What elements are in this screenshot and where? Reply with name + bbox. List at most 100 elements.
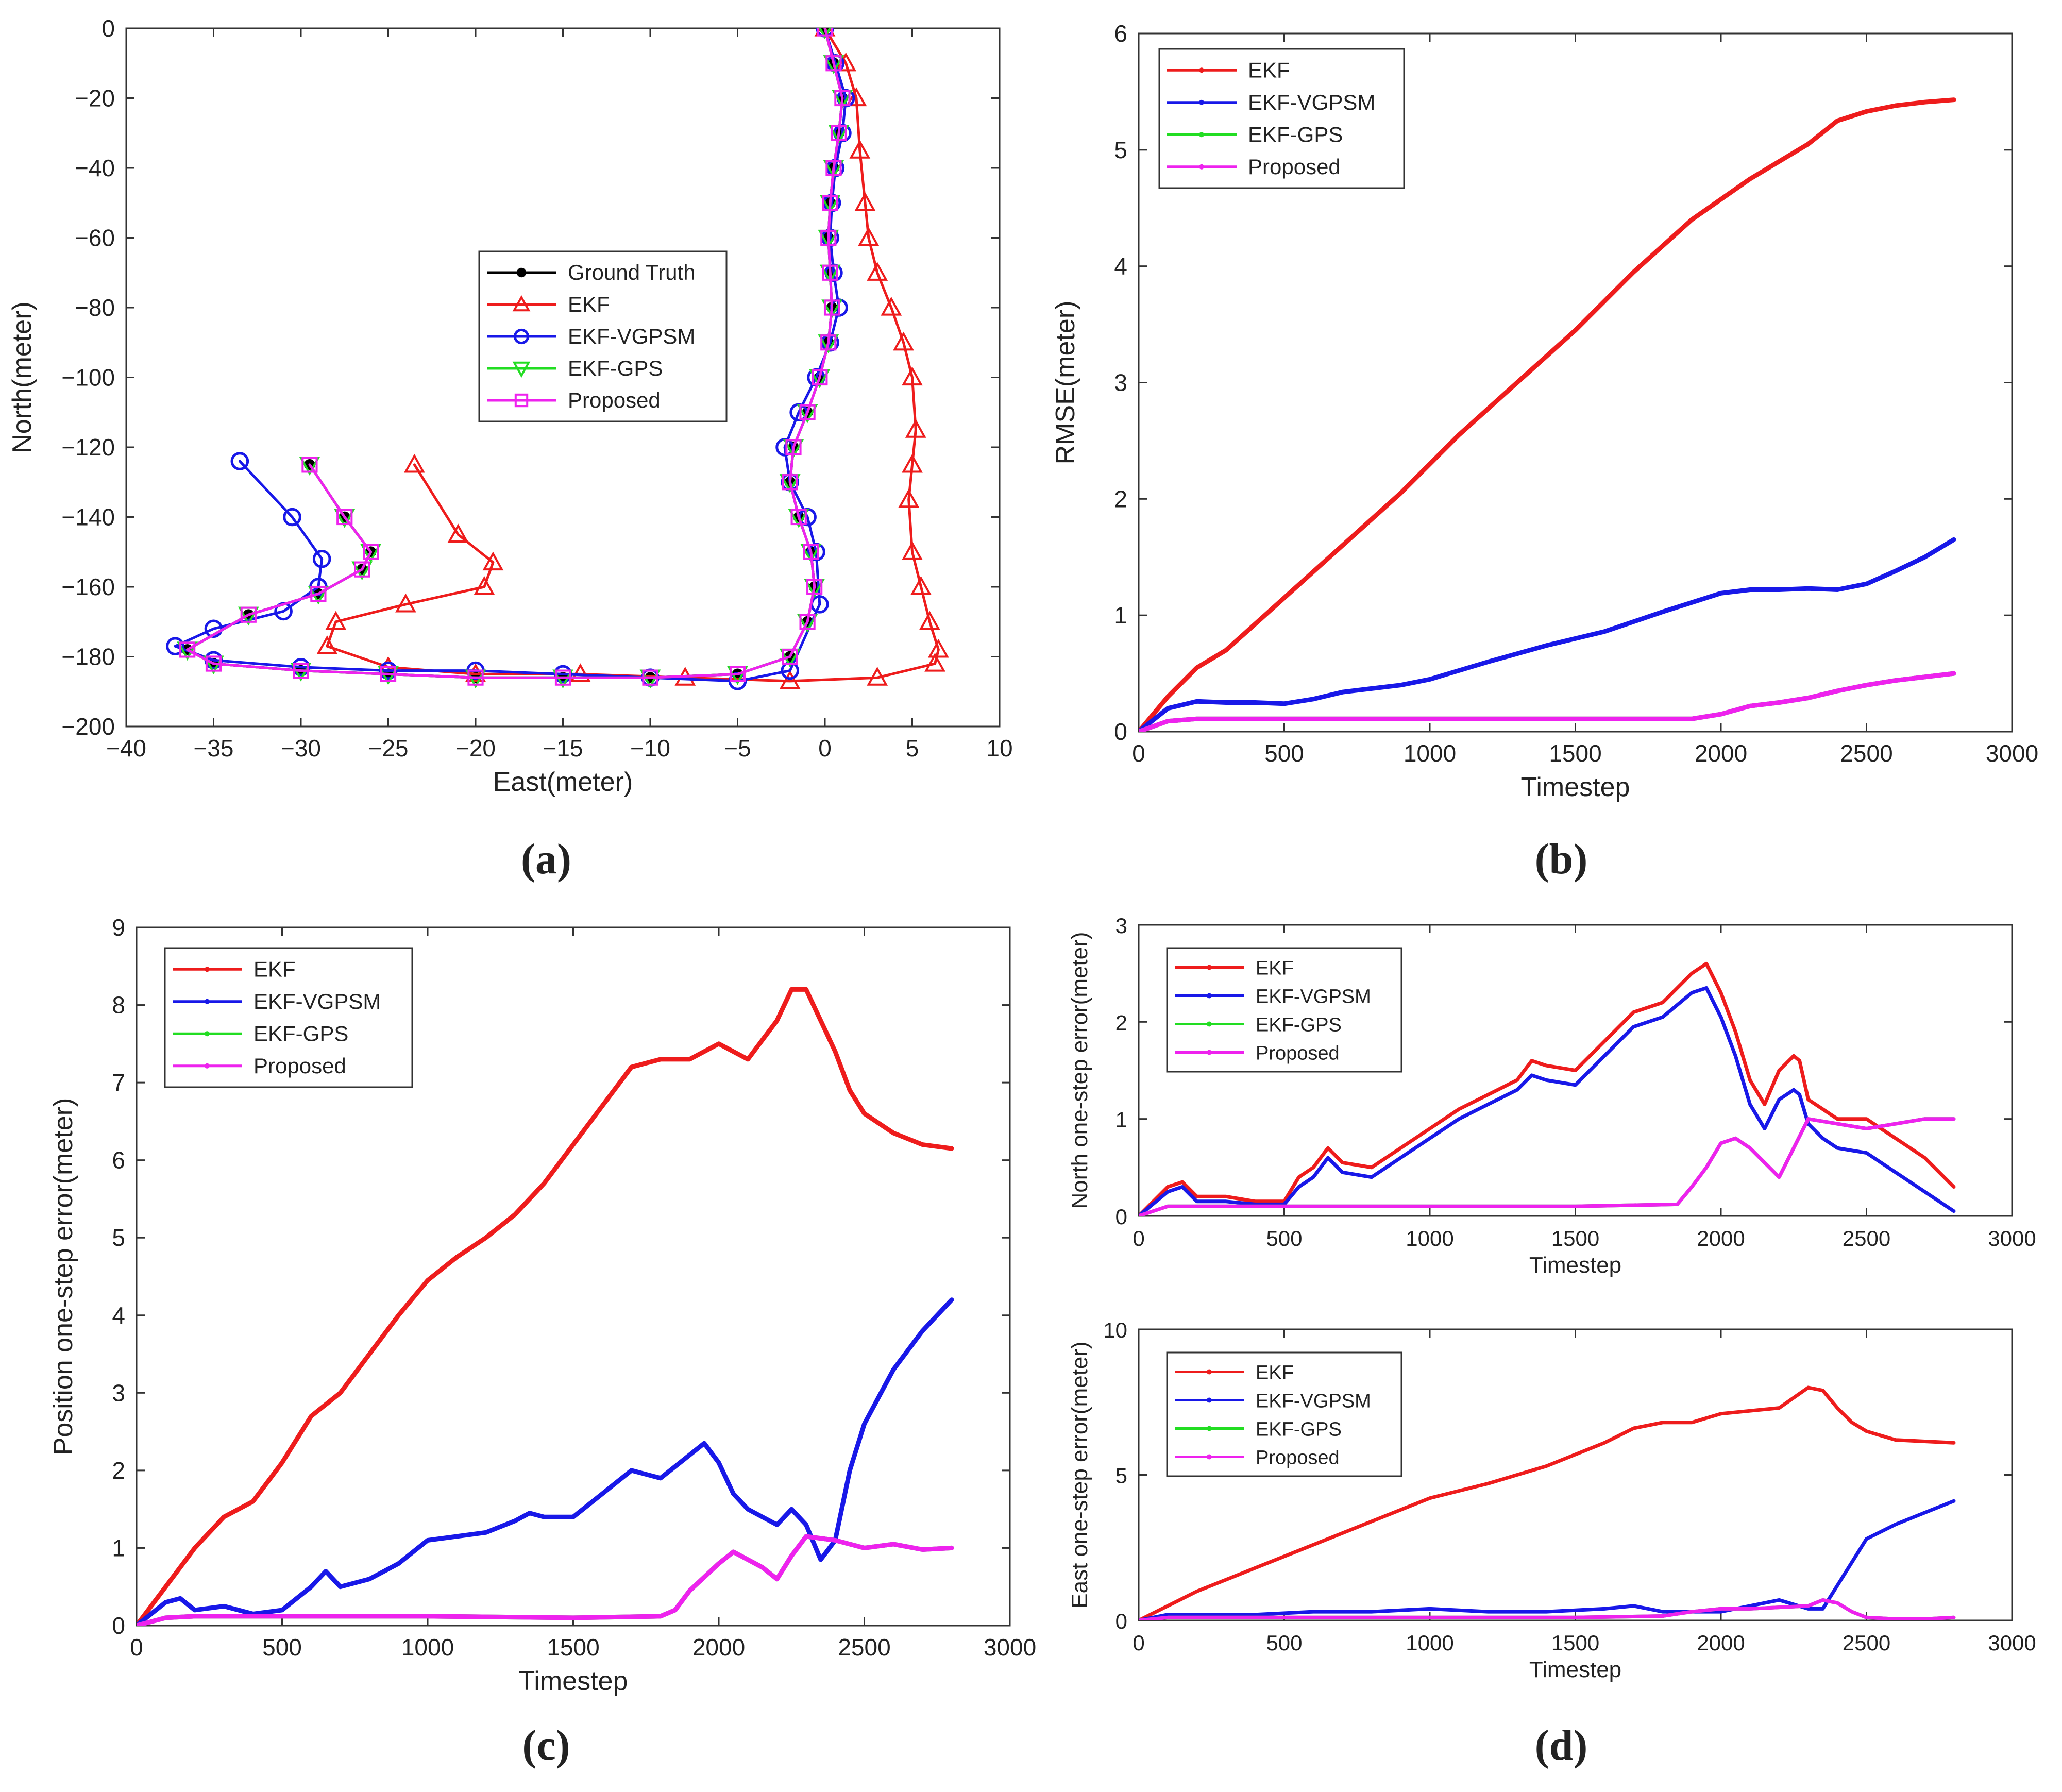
data-point-ekf — [927, 638, 949, 658]
data-point-proposed — [823, 299, 840, 316]
legend-marker — [1207, 1369, 1212, 1375]
x-tick-label: 1500 — [1551, 1226, 1599, 1250]
legend-label: EKF-VGPSM — [1248, 90, 1375, 114]
x-tick-label: 1500 — [1551, 1631, 1599, 1655]
data-point-ekf-vgpsm — [204, 619, 223, 638]
chart-panel-c: 0 500 1000 1500 2000 2500 3000 0 1 2 3 4 5 6 7 8 9 Timest… — [48, 914, 1036, 1769]
y-tick-label: 8 — [112, 992, 125, 1019]
data-point-proposed — [363, 544, 379, 560]
data-point-ekf — [893, 331, 914, 351]
data-point-ekf — [395, 593, 416, 613]
data-point-ekf — [919, 611, 940, 630]
data-point-proposed — [817, 28, 833, 37]
legend-marker — [1207, 1050, 1212, 1055]
data-point-proposed — [336, 509, 353, 526]
x-tick-label: 2000 — [1697, 1631, 1745, 1655]
series-group — [1139, 1385, 1956, 1620]
y-tick-label: 6 — [1114, 20, 1127, 47]
legend-marker — [1199, 164, 1204, 170]
data-point-proposed — [293, 663, 309, 679]
data-point-proposed — [240, 606, 257, 623]
x-tick-label: 3000 — [1986, 740, 2038, 767]
data-point-ekf-vgpsm — [166, 637, 184, 655]
y-tick-label: 9 — [112, 914, 125, 941]
series-line-ekf — [1139, 961, 1956, 1216]
legend-marker — [514, 393, 529, 408]
legend-marker — [1207, 993, 1212, 999]
data-point-proposed — [799, 404, 816, 420]
legend-marker — [512, 295, 531, 312]
x-tick-label: −25 — [368, 735, 408, 762]
x-tick-label: 2500 — [1840, 740, 1892, 767]
data-point-proposed — [825, 160, 842, 176]
x-tick-label: −35 — [193, 735, 233, 762]
y-tick-label: −120 — [61, 434, 115, 461]
data-point-ekf — [474, 576, 495, 595]
data-point-ekf-vgpsm — [230, 452, 249, 470]
data-point-ekf — [854, 192, 876, 211]
data-point-proposed — [825, 55, 842, 72]
legend-marker — [205, 999, 210, 1004]
y-tick-label: 0 — [112, 1612, 125, 1639]
series-line-ekf — [1139, 1385, 1956, 1620]
data-point-proposed — [205, 655, 222, 672]
series-group — [166, 28, 949, 690]
legend-label: Proposed — [1256, 1043, 1340, 1064]
chart-panel-a: −40 −35 −30 −25 −20 −15 −10 −5 0 5 10 0 −20 −40 −60 −80… — [7, 15, 1013, 883]
data-point-ekf — [867, 667, 888, 686]
data-point-proposed — [803, 544, 819, 560]
y-tick-label: 3 — [1115, 914, 1127, 938]
y-tick-label: −180 — [61, 644, 115, 670]
legend-marker — [512, 361, 531, 378]
legend-marker — [516, 267, 527, 278]
y-tick-label: −20 — [75, 85, 115, 112]
series-line-proposed — [1139, 1117, 1956, 1216]
legend-label: Proposed — [253, 1054, 346, 1078]
data-point-proposed — [820, 229, 837, 246]
x-tick-label: −5 — [724, 735, 751, 762]
y-axis-label: North(meter) — [7, 301, 37, 453]
legend-marker — [1207, 1454, 1212, 1460]
data-point-ekf — [482, 551, 504, 571]
data-point-proposed — [380, 666, 397, 682]
x-tick-label: 0 — [130, 1634, 143, 1661]
y-tick-label: 7 — [112, 1069, 125, 1096]
data-point-ekf — [905, 419, 926, 438]
legend-label: EKF — [568, 292, 610, 316]
legend-marker — [1199, 99, 1204, 105]
data-point-proposed — [822, 195, 838, 211]
y-axis-label: East one-step error(meter) — [1067, 1341, 1092, 1608]
data-point-proposed — [467, 669, 484, 686]
data-point-ekf — [902, 366, 923, 386]
panel-caption: (b) — [1535, 835, 1588, 883]
x-tick-label: 1000 — [401, 1634, 454, 1661]
chart-panel-d1: 0 500 1000 1500 2000 2500 3000 0 1 2 3 Timestep Nort… — [1067, 914, 2036, 1278]
x-tick-label: 2500 — [838, 1634, 890, 1661]
series-line-ekf-vgpsm — [1139, 1499, 1956, 1620]
data-point-ekf — [849, 140, 871, 159]
data-point-proposed — [310, 585, 327, 602]
legend-marker — [205, 1031, 210, 1037]
data-point-ekf — [779, 670, 801, 689]
data-point-proposed — [790, 509, 807, 526]
y-tick-label: 3 — [112, 1379, 125, 1406]
series-line-ekf-vgpsm — [1139, 986, 1956, 1216]
series-line-proposed — [1139, 671, 1956, 732]
x-tick-label: 0 — [1132, 740, 1145, 767]
y-tick-label: 3 — [1114, 369, 1127, 396]
data-point-ekf — [867, 262, 888, 281]
y-tick-label: −100 — [61, 364, 115, 391]
data-point-proposed — [354, 561, 370, 578]
x-tick-label: −15 — [543, 735, 583, 762]
data-point-ekf — [902, 453, 923, 473]
chart-panel-b: 0 500 1000 1500 2000 2500 3000 0 1 2 3 4 5 6 Timestep R… — [1051, 20, 2038, 883]
y-tick-label: 5 — [1114, 137, 1127, 163]
data-point-proposed — [179, 641, 196, 658]
x-tick-label: −20 — [455, 735, 496, 762]
x-tick-label: 3000 — [1988, 1226, 2036, 1250]
series-line-ekf — [1139, 97, 1956, 732]
data-point-ekf — [846, 87, 867, 107]
series-group — [1139, 97, 1956, 732]
y-tick-label: 5 — [1115, 1464, 1127, 1488]
x-tick-label: −40 — [106, 735, 146, 762]
